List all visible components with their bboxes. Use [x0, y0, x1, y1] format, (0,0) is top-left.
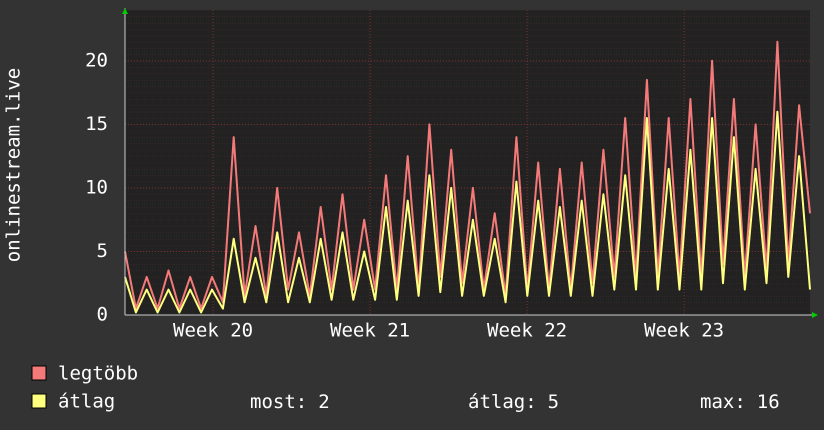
- stat-value: 2: [318, 391, 329, 413]
- stat-label: max:: [700, 391, 746, 413]
- stat-label: most:: [250, 391, 307, 413]
- y-tick-label: 20: [85, 49, 108, 71]
- y-tick-label: 5: [97, 240, 108, 262]
- series-line: [124, 110, 811, 314]
- legend-swatch: [31, 365, 47, 381]
- stat-value: 16: [757, 391, 780, 413]
- y-tick-label: 10: [85, 176, 108, 198]
- stat: most: 2: [250, 391, 330, 413]
- x-tick-label: Week 22: [487, 320, 567, 342]
- x-tick-label: Week 20: [173, 320, 253, 342]
- legend-label: átlag: [58, 391, 115, 413]
- stat-value: 5: [548, 391, 559, 413]
- legend-label: legtöbb: [58, 363, 138, 385]
- stat: max: 16: [700, 391, 780, 413]
- stat: átlag: 5: [468, 391, 559, 413]
- x-tick-label: Week 23: [644, 320, 724, 342]
- axis-arrow: [122, 8, 128, 14]
- x-tick-label: Week 21: [330, 320, 410, 342]
- y-tick-label: 0: [97, 304, 108, 326]
- y-axis-label: onlinestream.live: [3, 68, 25, 262]
- y-tick-label: 15: [85, 113, 108, 135]
- series-line: [124, 40, 811, 310]
- legend-swatch: [31, 393, 47, 409]
- stat-label: átlag:: [468, 391, 537, 413]
- axis-arrow: [812, 312, 818, 318]
